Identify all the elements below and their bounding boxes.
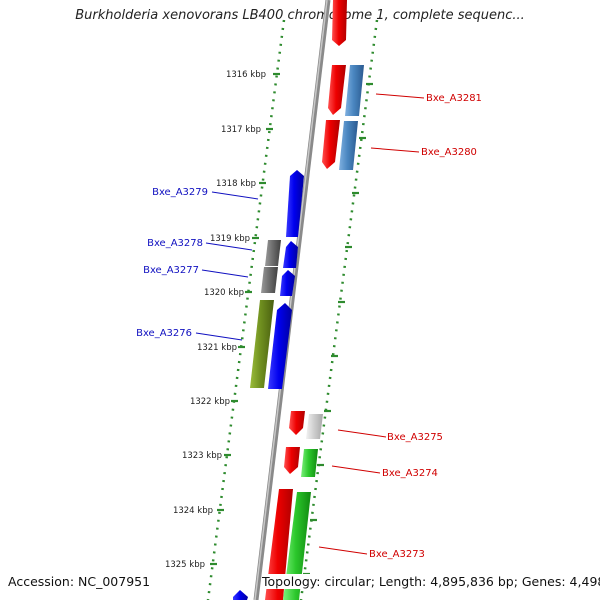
ruler-label-1319: 1319 kbp	[210, 234, 250, 244]
gene-feature-blue[interactable]	[268, 303, 292, 389]
ruler-label-1318: 1318 kbp	[216, 179, 256, 189]
map-title: Burkholderia xenovorans LB400 chromosome…	[75, 8, 525, 23]
gene-feature-red[interactable]	[322, 120, 340, 169]
gene-feature-blue[interactable]	[233, 590, 248, 600]
gene-label-bxe-a3275[interactable]: Bxe_A3275	[387, 432, 443, 443]
accession-label: Accession: NC_007951	[8, 574, 151, 589]
leader-line-bxe-a3279	[211, 191, 259, 200]
leader-line-bxe-a3276	[195, 332, 243, 341]
sequence-backbone	[253, 0, 331, 600]
gene-feature-red[interactable]	[289, 411, 305, 435]
sequence-backbone-highlight	[254, 0, 328, 600]
gene-feature-blue[interactable]	[286, 170, 304, 237]
gene-feature-red[interactable]	[332, 0, 347, 46]
gene-feature-blue[interactable]	[283, 241, 298, 268]
ruler-label-1325: 1325 kbp	[165, 560, 205, 570]
gene-feature-olive[interactable]	[250, 300, 274, 388]
ruler-label-1323: 1323 kbp	[182, 451, 222, 461]
ruler-ticks-left	[210, 72, 280, 566]
ruler-label-1317: 1317 kbp	[221, 125, 261, 135]
ruler-label-1322: 1322 kbp	[190, 397, 230, 407]
gene-label-bxe-a3280[interactable]: Bxe_A3280	[421, 147, 477, 158]
gene-feature-red[interactable]	[265, 489, 293, 600]
ruler-label-1316: 1316 kbp	[226, 70, 266, 80]
ruler-ticks-right	[303, 82, 373, 576]
leader-line-bxe-a3274	[331, 465, 381, 474]
gene-label-bxe-a3276[interactable]: Bxe_A3276	[136, 328, 192, 339]
gene-feature-red[interactable]	[284, 447, 300, 474]
gene-feature-steel[interactable]	[345, 65, 364, 116]
right-dotted-guide	[299, 19, 379, 600]
leader-line-bxe-a3278	[205, 242, 253, 251]
ruler-label-1324: 1324 kbp	[173, 506, 213, 516]
topology-label: Topology: circular; Length: 4,895,836 bp…	[262, 574, 600, 589]
left-dotted-guide	[206, 19, 286, 600]
gene-feature-gray[interactable]	[261, 267, 278, 293]
gene-label-bxe-a3279[interactable]: Bxe_A3279	[152, 187, 208, 198]
gene-label-bxe-a3278[interactable]: Bxe_A3278	[147, 238, 203, 249]
gene-feature-light[interactable]	[306, 414, 323, 439]
gene-feature-blue[interactable]	[280, 270, 295, 296]
gene-feature-steel[interactable]	[339, 121, 358, 170]
gene-feature-gray[interactable]	[265, 240, 281, 266]
gene-label-bxe-a3281[interactable]: Bxe_A3281	[426, 93, 482, 104]
gene-label-bxe-a3274[interactable]: Bxe_A3274	[382, 468, 438, 479]
gene-label-bxe-a3277[interactable]: Bxe_A3277	[143, 265, 199, 276]
leader-line-bxe-a3281	[375, 93, 425, 99]
leader-line-bxe-a3273	[318, 546, 368, 555]
ruler-label-1321: 1321 kbp	[197, 343, 237, 353]
gene-feature-green[interactable]	[283, 492, 311, 600]
leader-line-bxe-a3275	[337, 429, 387, 438]
leader-line-bxe-a3277	[201, 269, 249, 278]
gene-feature-red[interactable]	[328, 65, 346, 115]
gene-feature-green[interactable]	[301, 449, 318, 477]
ruler-label-1320: 1320 kbp	[204, 288, 244, 298]
leader-line-bxe-a3280	[370, 147, 420, 153]
gene-label-bxe-a3273[interactable]: Bxe_A3273	[369, 549, 425, 560]
